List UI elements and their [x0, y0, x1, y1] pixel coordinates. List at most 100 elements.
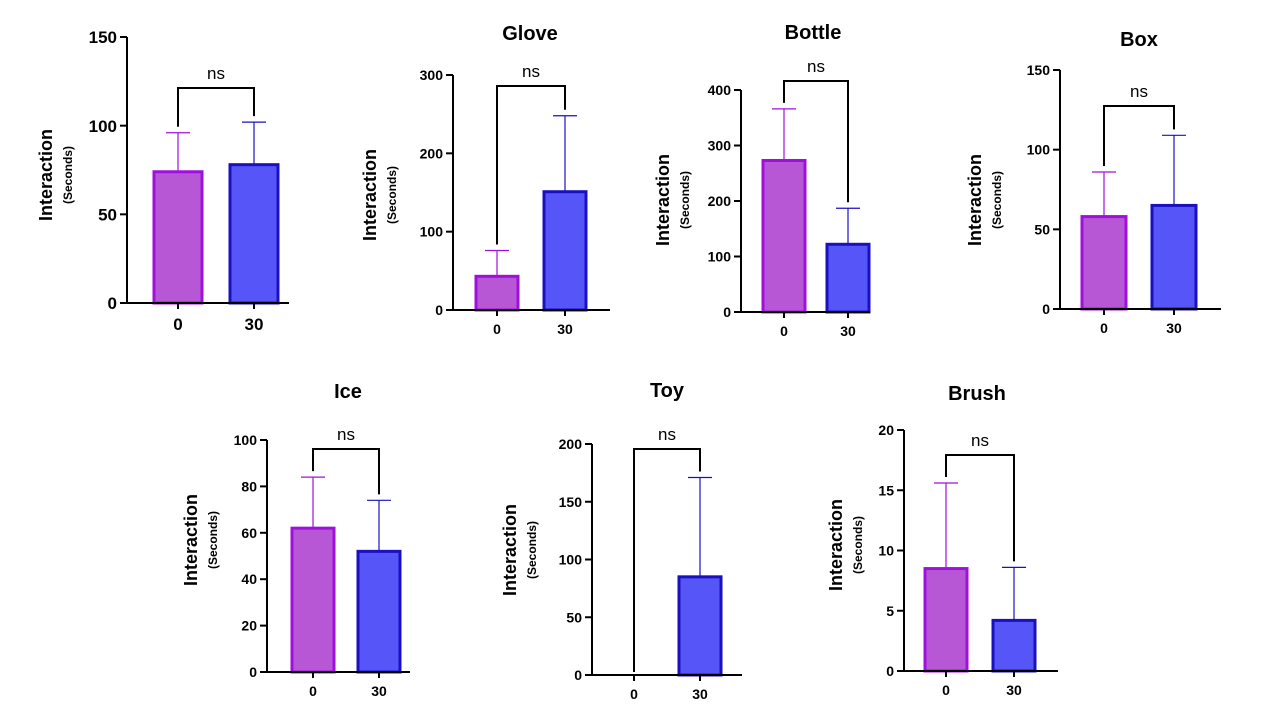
x-tick-label: 30: [692, 686, 708, 702]
bar-0: [474, 274, 520, 312]
significance-label: ns: [522, 62, 540, 81]
y-tick-label: 0: [574, 667, 582, 683]
bar-30: [542, 190, 588, 312]
y-axis-label: Interaction: [653, 154, 673, 246]
y-tick-label: 100: [89, 117, 117, 136]
significance-bracket: [312, 448, 380, 495]
y-tick-label: 150: [559, 494, 583, 510]
y-axis-label: Interaction: [826, 499, 846, 591]
y-axis-label: Interaction: [36, 129, 56, 221]
x-tick-label: 0: [942, 682, 950, 698]
y-tick-label: 5: [886, 603, 894, 619]
chart-panel-3: Bottle Interaction (Seconds) 0 100 200 300 400 0…: [653, 22, 871, 339]
x-tick-label: 30: [840, 323, 856, 339]
x-tick-label: 0: [1100, 320, 1108, 336]
significance-bracket: [783, 80, 849, 203]
chart-title: Ice: [334, 381, 362, 403]
y-axis-sublabel: (Seconds): [525, 521, 539, 579]
x-tick-label: 30: [245, 315, 264, 334]
y-tick-label: 0: [249, 664, 257, 680]
y-tick-label: 0: [108, 294, 117, 313]
x-tick-label: 0: [493, 321, 501, 337]
bar-30: [228, 163, 280, 305]
significance-label: ns: [1130, 82, 1148, 101]
chart-panel-7: Brush Interaction (Seconds) 0 5 10 15 20 0 30 ns: [826, 383, 1058, 698]
y-tick-label: 0: [723, 304, 731, 320]
bar-30: [991, 618, 1037, 673]
y-axis-sublabel: (Seconds): [990, 171, 1004, 229]
y-axis-label: Interaction: [360, 149, 380, 241]
chart-panel-1: Interaction (Seconds) 0 50 100 150 0 30 ns: [36, 28, 289, 334]
x-tick-label: 30: [1006, 682, 1022, 698]
significance-bracket: [496, 85, 566, 245]
y-tick-label: 0: [886, 663, 894, 679]
bar-30: [677, 575, 723, 677]
y-axis-label: Interaction: [965, 154, 985, 246]
x-tick-label: 0: [780, 323, 788, 339]
y-tick-label: 20: [241, 618, 257, 634]
chart-title: Brush: [948, 383, 1006, 405]
y-tick-label: 40: [241, 571, 257, 587]
y-axis-label: Interaction: [181, 494, 201, 586]
significance-bracket: [633, 448, 701, 672]
y-tick-label: 100: [708, 249, 732, 265]
bar-0: [290, 526, 336, 674]
y-tick-label: 400: [708, 82, 732, 98]
x-tick-label: 30: [557, 321, 573, 337]
y-tick-label: 0: [1042, 301, 1050, 317]
significance-label: ns: [207, 64, 225, 83]
bar-30: [825, 242, 871, 314]
significance-label: ns: [807, 57, 825, 76]
y-tick-label: 15: [878, 482, 894, 498]
y-tick-label: 200: [708, 193, 732, 209]
y-tick-label: 20: [878, 422, 894, 438]
y-tick-label: 300: [420, 67, 444, 83]
chart-title: Glove: [502, 23, 558, 45]
y-tick-label: 100: [420, 224, 444, 240]
bar-0: [761, 158, 807, 314]
y-axis-sublabel: (Seconds): [385, 166, 399, 224]
bar-30: [356, 549, 402, 674]
y-tick-label: 10: [878, 543, 894, 559]
y-axis-label: Interaction: [500, 504, 520, 596]
bar-0: [923, 567, 969, 673]
chart-panel-4: Box Interaction (Seconds) 0 50 100 150 0 30 ns: [965, 29, 1221, 336]
significance-bracket: [177, 87, 255, 127]
significance-label: ns: [658, 425, 676, 444]
chart-title: Toy: [650, 380, 685, 402]
y-axis-sublabel: (Seconds): [678, 171, 692, 229]
y-tick-label: 50: [566, 609, 582, 625]
y-tick-label: 50: [98, 205, 117, 224]
chart-panel-6: Toy Interaction (Seconds) 0 50 100 150 200 0 30 ns: [500, 380, 742, 702]
chart-title: Bottle: [785, 22, 842, 44]
x-tick-label: 30: [1166, 320, 1182, 336]
x-tick-label: 0: [173, 315, 182, 334]
chart-panel-2: Glove Interaction (Seconds) 0 100 200 300 0 30 ns: [360, 23, 610, 337]
y-tick-label: 80: [241, 478, 257, 494]
x-tick-label: 30: [371, 683, 387, 699]
y-tick-label: 100: [234, 432, 258, 448]
significance-bracket: [1103, 105, 1175, 166]
significance-bracket: [945, 454, 1015, 562]
y-tick-label: 60: [241, 525, 257, 541]
significance-label: ns: [337, 425, 355, 444]
y-axis-sublabel: (Seconds): [851, 516, 865, 574]
y-tick-label: 100: [559, 552, 583, 568]
bar-30: [1150, 203, 1198, 311]
significance-label: ns: [971, 431, 989, 450]
y-tick-label: 150: [89, 28, 117, 47]
y-tick-label: 50: [1034, 221, 1050, 237]
y-tick-label: 200: [559, 436, 583, 452]
bar-0: [152, 170, 204, 305]
chart-title: Box: [1120, 29, 1158, 51]
y-axis-sublabel: (Seconds): [61, 146, 75, 204]
y-axis-sublabel: (Seconds): [206, 511, 220, 569]
bar-0: [1080, 215, 1128, 311]
chart-panel-5: Ice Interaction (Seconds) 0 20 40 60 80 100 0 30 ns: [181, 381, 410, 699]
x-tick-label: 0: [309, 683, 317, 699]
y-tick-label: 100: [1027, 142, 1051, 158]
y-tick-label: 200: [420, 145, 444, 161]
x-tick-label: 0: [630, 686, 638, 702]
y-tick-label: 0: [435, 302, 443, 318]
